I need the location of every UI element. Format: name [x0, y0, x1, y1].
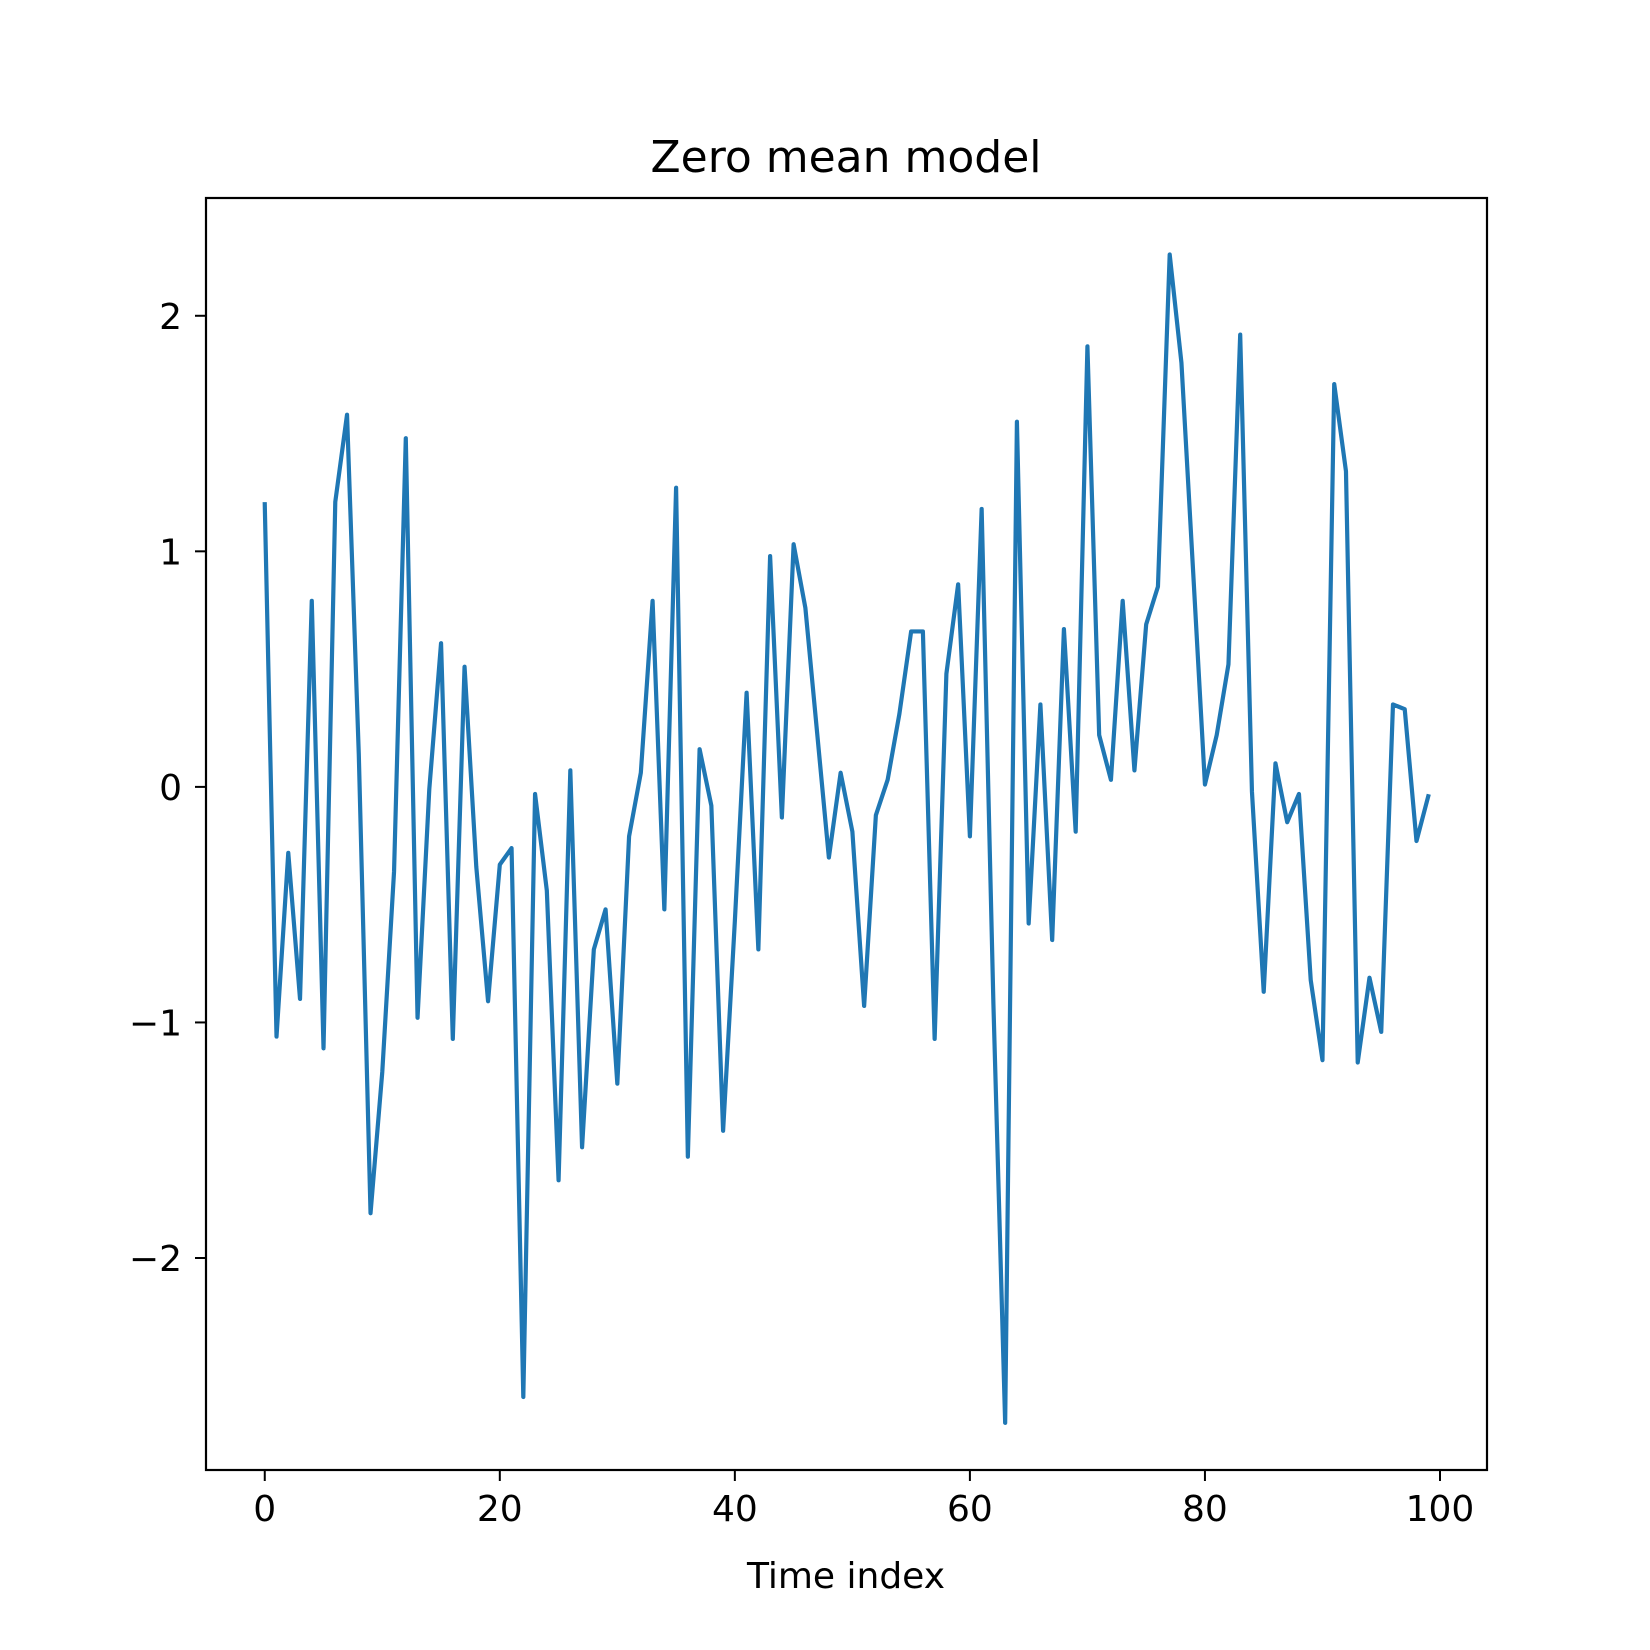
x-axis: 0 20 40 60 80 100 [253, 1470, 1474, 1530]
y-tick-label: −1 [129, 1003, 182, 1044]
y-axis: −2 −1 0 1 2 [129, 297, 206, 1280]
axes-frame [204, 196, 1489, 1472]
x-tick-label: 20 [477, 1489, 523, 1530]
x-tick-label: 80 [1182, 1489, 1228, 1530]
x-axis-label: Time index [746, 1556, 945, 1597]
x-tick-label: 0 [253, 1489, 276, 1530]
x-tick-label: 60 [947, 1489, 993, 1530]
x-tick-label: 40 [712, 1489, 758, 1530]
y-tick-label: 0 [159, 768, 182, 809]
y-tick-label: 2 [159, 297, 182, 338]
plot-area [262, 252, 1431, 1425]
y-tick-label: −2 [129, 1239, 182, 1280]
x-tick-label: 100 [1406, 1489, 1475, 1530]
series-line-0 [262, 252, 1431, 1425]
y-tick-label: 1 [159, 532, 182, 573]
chart-title: Zero mean model [650, 132, 1041, 183]
